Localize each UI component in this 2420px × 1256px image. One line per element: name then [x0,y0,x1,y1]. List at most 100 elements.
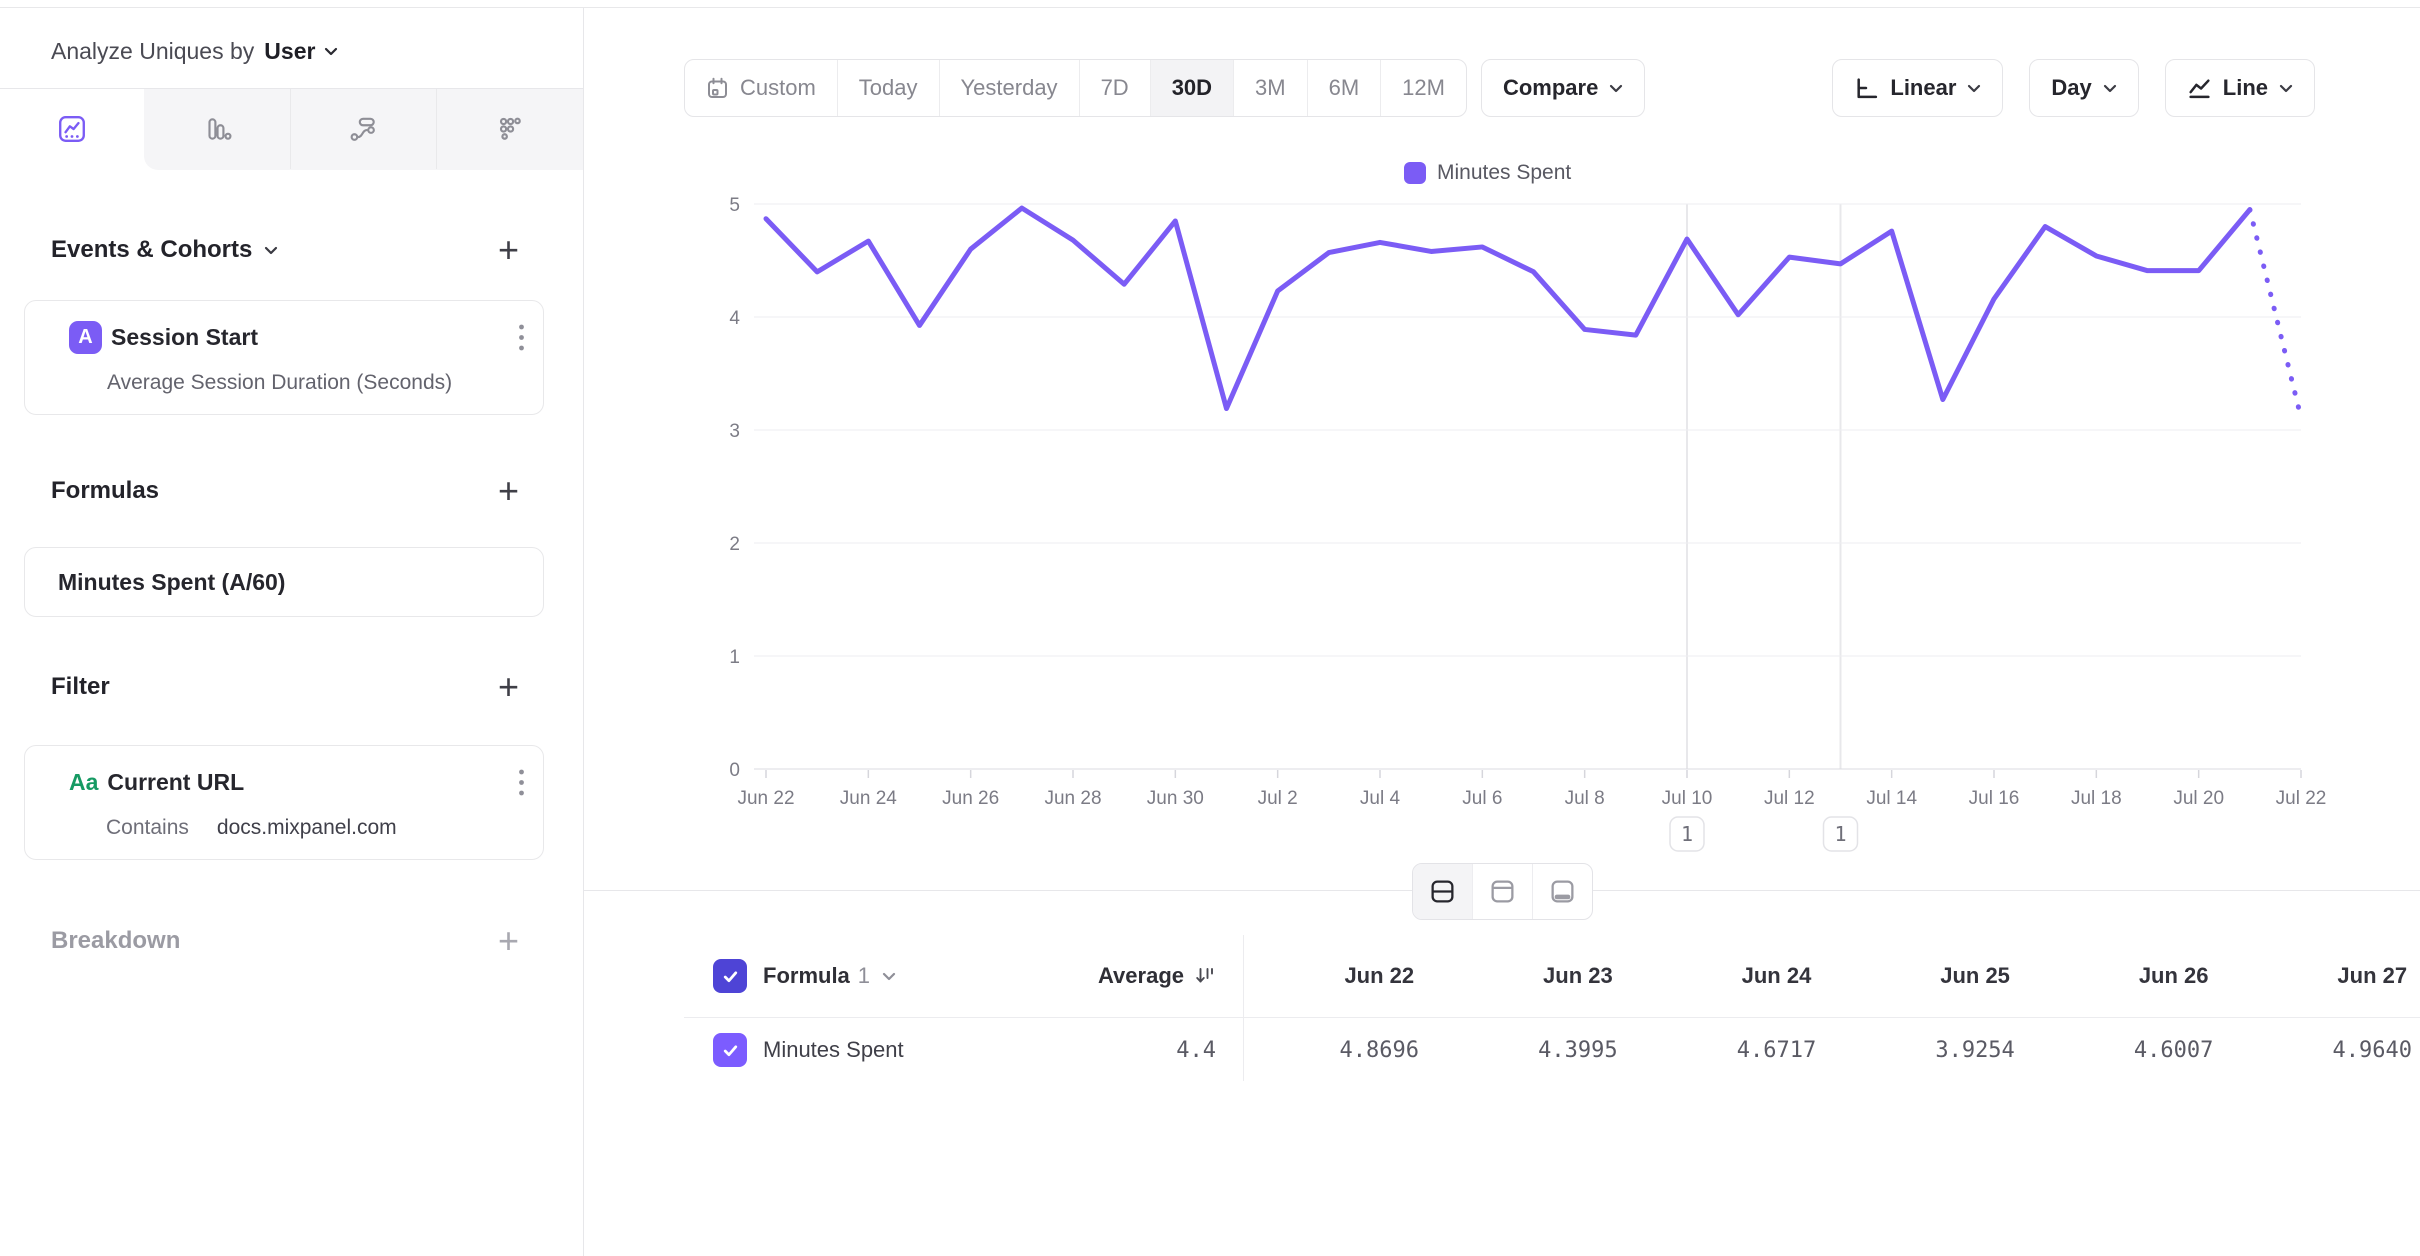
filter-value[interactable]: docs.mixpanel.com [216,816,397,839]
column-header-cell: Jun 25 [1876,935,2075,1017]
y-tick-label: 3 [729,421,740,442]
column-header-cell: Jun 24 [1677,935,1876,1017]
layout-split-view-button[interactable] [1413,864,1472,919]
chevron-down-icon[interactable] [264,246,278,255]
average-value: 4.4 [1176,1037,1216,1063]
table-header-checkbox[interactable] [713,959,747,993]
event-card-header: A Session Start [69,317,525,357]
column-header: Jun 23 [1543,963,1613,988]
filter-card[interactable]: Aa Current URL Contains docs.mixpanel.co… [24,745,544,860]
event-card[interactable]: A Session Start Average Session Duration… [24,300,544,415]
analyze-entity-dropdown[interactable]: User [264,38,338,65]
kebab-menu-icon[interactable] [518,768,525,797]
range-option-30d[interactable]: 30D [1149,60,1234,116]
x-tick-label: Jul 22 [2276,788,2327,809]
formulas-header: Formulas + [51,469,519,513]
table-row: Minutes Spent 4.4 4.8696 4.3995 4.6717 3.92… [684,1018,2420,1082]
range-option-6m[interactable]: 6M [1306,60,1381,116]
filter-property-name: Current URL [107,768,245,795]
filter-condition: Contains docs.mixpanel.com [106,816,397,840]
table-average-header-cell[interactable]: Average [1014,963,1230,989]
cell-value: 3.9254 [1935,1037,2015,1063]
range-option-12m[interactable]: 12M [1380,60,1466,116]
linear-axis-icon [1857,77,1878,98]
kebab-menu-icon[interactable] [518,323,525,352]
x-tick-label: Jul 16 [1969,788,2020,809]
annotation-count: 1 [1834,822,1846,846]
tab-bar-chart[interactable] [144,89,290,169]
series-line [763,205,2253,412]
y-tick-label: 0 [729,760,740,781]
layout-table-only-button[interactable] [1532,864,1592,919]
table-header-name-cell: Formula 1 [684,959,1014,993]
split-view-icon [1431,880,1454,903]
chevron-down-icon [882,972,896,980]
add-formula-button[interactable]: + [497,470,519,511]
formula-label: Formula [763,963,850,988]
chevron-down-icon [325,47,338,55]
table-column-rule [1243,935,1244,1081]
event-letter-badge: A [69,320,102,354]
tab-flow[interactable] [289,89,437,169]
chart-legend: Minutes Spent [1404,158,1571,188]
range-option-custom[interactable]: Custom [685,60,837,116]
filter-operator[interactable]: Contains [106,816,189,839]
report-canvas: Custom Today Yesterday 7D 30D 3M 6M 12M Compare… [584,8,2420,1256]
x-tick-label: Jul 4 [1360,788,1401,809]
x-tick-label: Jul 18 [2071,788,2122,809]
event-measurement[interactable]: Average Session Duration (Seconds) [107,371,453,394]
line-chart-svg[interactable]: 0 1 2 3 4 5 Jun 22 Jun 24 Jun 26 Jun 28 Jun 30 Jul … [584,140,2420,870]
data-table: Formula 1 Average [684,935,2420,1085]
x-tick-label: Jun 24 [840,788,897,809]
y-tick-label: 1 [729,647,740,668]
tab-metrics[interactable] [436,89,583,169]
range-option-yesterday[interactable]: Yesterday [938,60,1079,116]
table-row-checkbox[interactable] [713,1033,747,1067]
x-tick-label: Jul 12 [1764,788,1815,809]
scale-button[interactable]: Linear [1832,59,2004,117]
add-breakdown-button[interactable]: + [497,920,519,961]
table-date-headers: Jun 22 Jun 23 Jun 24 Jun 25 Jun 26 Jun 27 [1280,935,2420,1017]
chart-type-button[interactable]: Line [2164,59,2315,117]
table-row-name-cell: Minutes Spent [684,1033,1014,1067]
range-option-label: 3M [1255,75,1286,100]
sort-descending-icon [1196,968,1213,983]
line-chart-tab-icon [59,116,85,142]
tab-line-chart[interactable] [0,89,144,169]
cell-value: 4.8696 [1339,1037,1420,1063]
interval-button[interactable]: Day [2029,59,2139,117]
formula-number: 1 [857,963,871,988]
compare-button[interactable]: Compare [1480,59,1646,117]
column-header-cell: Jun 26 [2074,935,2273,1017]
chart-type-label: Line [2222,75,2268,100]
annotation-badge[interactable] [1822,816,1859,852]
range-option-7d[interactable]: 7D [1078,60,1150,116]
x-tick-label: Jul 2 [1258,788,1298,809]
add-filter-button[interactable]: + [497,666,519,707]
column-header-cell: Jun 22 [1280,935,1479,1017]
annotation-badge[interactable] [1669,816,1705,852]
add-event-button[interactable]: + [497,229,519,270]
cell-value-cell: 4.3995 [1479,1018,1678,1082]
cell-value: 4.9640 [2332,1037,2412,1063]
range-option-3m[interactable]: 3M [1233,60,1307,116]
cell-value-cell: 4.6717 [1677,1018,1876,1082]
annotation-count: 1 [1681,822,1693,846]
calendar-icon [708,77,727,98]
formula-selector[interactable]: Formula 1 [763,963,896,989]
range-option-today[interactable]: Today [836,60,939,116]
compare-label: Compare [1502,75,1599,100]
series-line-incomplete [2247,207,2304,421]
column-header: Jun 25 [1940,963,2010,988]
chart-toolbar: Custom Today Yesterday 7D 30D 3M 6M 12M Compare… [684,59,2315,117]
formula-card[interactable]: Minutes Spent (A/60) [24,547,544,617]
y-tick-label: 4 [729,308,740,329]
range-option-label: 6M [1328,75,1360,100]
chevron-down-icon [1968,84,1981,92]
bar-chart-icon [208,118,232,140]
layout-chart-only-button[interactable] [1472,864,1532,919]
legend-label: Minutes Spent [1437,161,1572,184]
analyze-label: Analyze Uniques by [51,37,255,64]
scale-label: Linear [1890,75,1957,100]
inactive-tabs-group [143,89,583,170]
